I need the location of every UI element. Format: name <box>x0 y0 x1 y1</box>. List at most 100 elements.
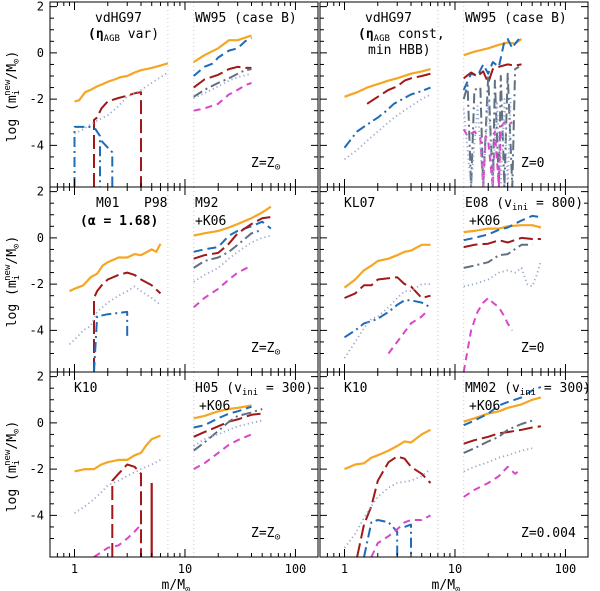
y-tick-label: 0 <box>37 416 44 430</box>
series-line-dotted <box>74 71 169 135</box>
y-axis-title-part: i <box>12 460 22 465</box>
series-line-16O <box>193 405 252 429</box>
massive-model-name: E08 (v <box>465 196 512 211</box>
series-line-magenta <box>463 465 523 498</box>
series-line-12C <box>344 68 431 98</box>
series-line-16O <box>343 299 431 339</box>
series-line-16O <box>463 386 542 427</box>
metallicity-value: Z=0.004 <box>521 526 576 541</box>
metallicity-label: Z=0.004 <box>521 526 576 541</box>
series-line-12C <box>344 428 432 471</box>
massive-model-label: WW95 (case B) <box>465 11 567 26</box>
series-line-dotted <box>462 96 512 187</box>
y-axis-title-part: log (m <box>5 465 20 512</box>
metallicity-value: Z=Z <box>251 526 275 541</box>
x-axis-title: m/M⊙ <box>162 578 191 591</box>
series-line-12C <box>74 62 169 103</box>
series-line-dotted <box>343 468 432 549</box>
agb-model-param: (ηAGB const, <box>358 27 445 44</box>
panel-frame <box>319 371 589 558</box>
panel-frame <box>49 371 319 558</box>
series-line-magenta <box>193 433 252 470</box>
series-line-magenta <box>193 264 252 309</box>
agb-model-label: K10 <box>74 381 97 396</box>
panel-middle-right: KL07 E08 (vini = 800) +K06 Z=0 <box>319 186 589 373</box>
series-line-slate <box>463 243 533 269</box>
series-group <box>68 205 272 372</box>
agb-model-param: (ηAGB var) <box>88 27 159 44</box>
series-line-12C <box>343 243 431 289</box>
y-tick-label: 2 <box>37 0 44 14</box>
series-group <box>343 214 542 372</box>
agb-model-label: K10 <box>344 381 367 396</box>
series-group <box>73 34 252 187</box>
y-tick-label: -2 <box>30 92 44 106</box>
agb-model-param: (α = 1.68) <box>80 214 158 229</box>
metallicity-label: Z=Z⊙ <box>251 156 281 173</box>
x-tick-label: 1 <box>71 562 78 576</box>
x-tick-label: 100 <box>285 562 307 576</box>
series-line-12C <box>193 404 252 420</box>
massive-model-label-2: +K06 <box>469 214 500 229</box>
sun-symbol: ⊙ <box>274 347 280 358</box>
series-line-dotted <box>193 419 263 447</box>
series-line-dotted <box>463 260 542 288</box>
massive-model-vini: = 300) <box>258 381 313 396</box>
series-line-14N <box>356 455 432 557</box>
y-axis-title-part: /M <box>5 64 20 80</box>
series-line-12C <box>69 243 162 293</box>
series-line-slate <box>193 228 263 269</box>
agb-param-text: const, <box>390 27 445 42</box>
massive-model-label: H05 (vini = 300) <box>195 381 313 398</box>
series-line-dotted <box>463 447 533 473</box>
series-line-14N <box>111 463 142 557</box>
x-axis-title: m/M⊙ <box>432 578 461 591</box>
series-line-16O <box>73 125 101 187</box>
series-line-16O <box>100 140 114 187</box>
series-line-16O <box>193 220 272 253</box>
series-line-16O <box>462 38 520 91</box>
series-line-12C <box>463 224 542 234</box>
series-line-14N <box>463 236 541 249</box>
sun-symbol: ⊙ <box>274 162 280 173</box>
y-tick-label: 2 <box>37 370 44 384</box>
panel-top-right: vdHG97(ηAGB const,min HBB) WW95 (case B) Z… <box>319 1 589 188</box>
metallicity-value: Z=0 <box>521 156 544 171</box>
x-tick-label: 10 <box>448 562 462 576</box>
metallicity-value: Z=Z <box>251 156 275 171</box>
agb-model-label: KL07 <box>344 196 375 211</box>
series-line-14N <box>463 63 522 84</box>
agb-model-label: vdHG97 <box>365 11 412 26</box>
panel-frame <box>319 186 589 373</box>
y-axis-title-part: new <box>3 449 13 466</box>
series-line-magenta <box>193 81 252 112</box>
metallicity-label: Z=0 <box>521 341 544 356</box>
series-line-dotted <box>74 459 161 514</box>
metallicity-value: Z=0 <box>521 341 544 356</box>
x-tick-label: 100 <box>555 562 577 576</box>
y-tick-label: -4 <box>30 508 44 522</box>
metallicity-label: Z=0 <box>521 156 544 171</box>
series-line-magenta <box>462 297 514 372</box>
y-axis-title-part: new <box>3 264 13 281</box>
y-tick-label: 0 <box>37 231 44 245</box>
agb-eta-symbol: (η <box>358 27 374 42</box>
agb-model-label-2: P98 <box>144 196 167 211</box>
massive-model-vini-sub: ini <box>512 203 528 213</box>
massive-model-vini: = 800) <box>528 196 583 211</box>
series-line-dotted <box>193 234 272 283</box>
massive-model-vini: = 300) <box>536 381 591 396</box>
sun-symbol: ⊙ <box>455 585 460 591</box>
series-line-slate <box>193 408 263 452</box>
series-line-14N <box>193 65 252 89</box>
series-line-16O <box>404 523 412 557</box>
series-line-14N <box>344 276 431 299</box>
massive-model-label-2: +K06 <box>195 214 226 229</box>
y-axis-title-part: log (m <box>5 280 20 327</box>
y-axis-title-part: /M <box>5 434 20 450</box>
series-line-14N <box>366 72 431 105</box>
series-line-14N <box>93 91 142 187</box>
massive-model-label: WW95 (case B) <box>195 11 297 26</box>
